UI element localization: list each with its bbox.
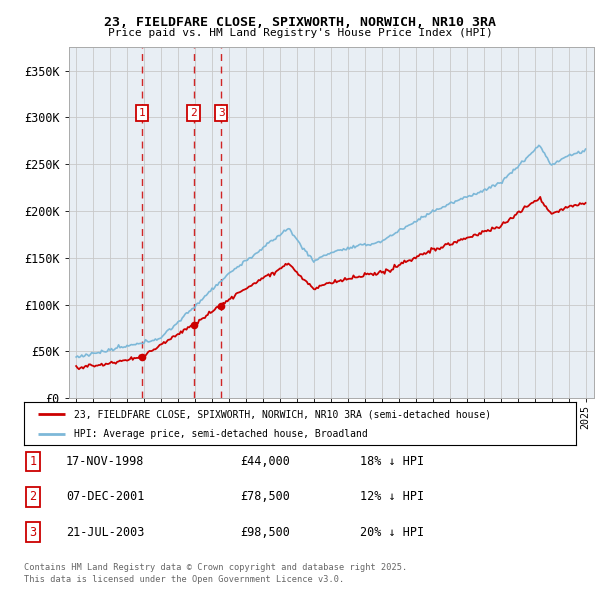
Text: 3: 3 [29, 526, 37, 539]
Text: Contains HM Land Registry data © Crown copyright and database right 2025.: Contains HM Land Registry data © Crown c… [24, 563, 407, 572]
Text: 12% ↓ HPI: 12% ↓ HPI [360, 490, 424, 503]
Text: HPI: Average price, semi-detached house, Broadland: HPI: Average price, semi-detached house,… [74, 429, 367, 439]
Text: 3: 3 [218, 108, 224, 118]
Text: 2: 2 [29, 490, 37, 503]
Text: £44,000: £44,000 [240, 455, 290, 468]
Text: 21-JUL-2003: 21-JUL-2003 [66, 526, 145, 539]
Text: £78,500: £78,500 [240, 490, 290, 503]
Text: 1: 1 [139, 108, 145, 118]
Text: £98,500: £98,500 [240, 526, 290, 539]
Text: Price paid vs. HM Land Registry's House Price Index (HPI): Price paid vs. HM Land Registry's House … [107, 28, 493, 38]
Text: 2: 2 [190, 108, 197, 118]
Text: 23, FIELDFARE CLOSE, SPIXWORTH, NORWICH, NR10 3RA: 23, FIELDFARE CLOSE, SPIXWORTH, NORWICH,… [104, 16, 496, 29]
Text: 18% ↓ HPI: 18% ↓ HPI [360, 455, 424, 468]
Text: 07-DEC-2001: 07-DEC-2001 [66, 490, 145, 503]
Text: 17-NOV-1998: 17-NOV-1998 [66, 455, 145, 468]
Text: This data is licensed under the Open Government Licence v3.0.: This data is licensed under the Open Gov… [24, 575, 344, 584]
Text: 20% ↓ HPI: 20% ↓ HPI [360, 526, 424, 539]
Text: 23, FIELDFARE CLOSE, SPIXWORTH, NORWICH, NR10 3RA (semi-detached house): 23, FIELDFARE CLOSE, SPIXWORTH, NORWICH,… [74, 409, 491, 419]
Text: 1: 1 [29, 455, 37, 468]
